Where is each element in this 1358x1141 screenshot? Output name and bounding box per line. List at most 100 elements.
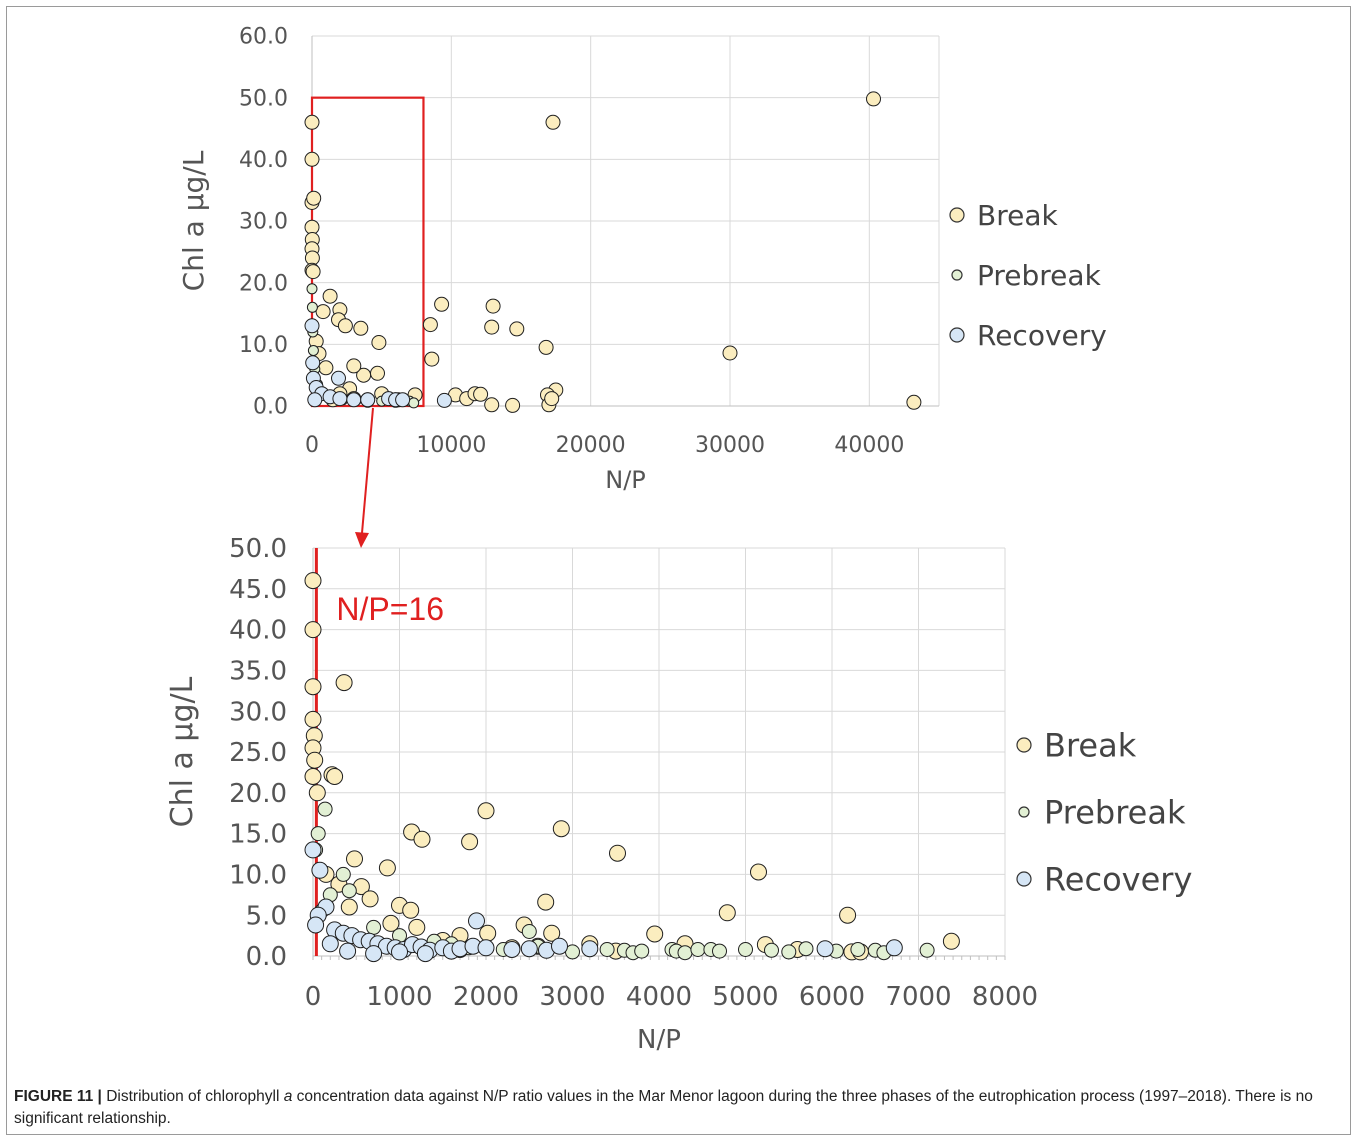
data-point-break [318, 360, 334, 376]
data-point-prebreak [307, 345, 319, 356]
x-axis-title: N/P [605, 466, 646, 494]
y-tick-label: 40.0 [239, 148, 288, 173]
data-point-break [402, 901, 420, 919]
data-point-break [484, 397, 500, 413]
data-point-recovery [885, 939, 903, 957]
data-point-recovery [436, 392, 452, 408]
data-point-prebreak [310, 826, 326, 842]
x-tick-label: 6000 [799, 982, 865, 1012]
data-point-break [304, 678, 322, 696]
chart-2: 0.0 5.0 10.0 15.0 20.0 25.0 30.0 35.0 40.0 45.0 50… [165, 534, 1192, 1055]
data-point-break [544, 391, 560, 407]
data-point-break [461, 833, 479, 851]
y-tick-label: 25.0 [229, 738, 287, 768]
data-point-break [434, 296, 450, 312]
zoom-arrow [355, 407, 374, 548]
data-point-recovery [307, 392, 323, 408]
legend-marker-recovery [1016, 871, 1032, 887]
legend-marker-prebreak [1018, 806, 1030, 818]
caption-text-1: Distribution of chlorophyll [106, 1088, 280, 1105]
data-point-break [382, 914, 400, 932]
data-point-break [473, 386, 489, 402]
data-point-prebreak [521, 924, 537, 939]
data-point-break [337, 318, 353, 334]
data-point-break [722, 345, 738, 361]
data-point-break [552, 820, 570, 838]
legend-label-recovery: Recovery [977, 319, 1107, 352]
data-point-recovery [551, 937, 568, 955]
legend-marker-break [949, 207, 965, 223]
data-point-break [408, 918, 426, 936]
data-point-break [340, 898, 358, 916]
legend-label-break: Break [977, 199, 1058, 232]
legend-marker-prebreak [951, 269, 963, 281]
data-point-prebreak [690, 942, 706, 957]
legend-label-recovery: Recovery [1044, 861, 1192, 899]
caption-italic: a [283, 1088, 293, 1105]
data-point-recovery [311, 861, 329, 879]
data-point-break [353, 320, 369, 336]
data-point-recovery [346, 392, 362, 408]
x-tick-label: 8000 [972, 982, 1038, 1012]
y-tick-label: 10.0 [239, 333, 288, 358]
caption-label: FIGURE 11 | [14, 1088, 102, 1105]
data-point-recovery [305, 355, 321, 371]
data-point-break [322, 288, 338, 304]
x-tick-label: 0 [305, 982, 322, 1012]
data-point-break [646, 925, 664, 943]
figure-frame [6, 6, 1351, 1135]
data-point-prebreak [306, 301, 318, 313]
x-axis-title: N/P [637, 1025, 681, 1055]
data-point-prebreak [306, 283, 318, 295]
y-tick-label: 20.0 [229, 779, 287, 809]
y-tick-label: 30.0 [239, 210, 288, 235]
data-point-recovery [332, 391, 348, 407]
data-point-prebreak [335, 866, 351, 882]
legend-marker-recovery [949, 327, 965, 343]
data-point-break [306, 190, 322, 206]
data-point-prebreak [677, 945, 693, 961]
data-point-recovery [816, 940, 834, 958]
data-point-recovery [365, 945, 383, 963]
data-point-break [346, 850, 363, 868]
data-point-prebreak [764, 942, 779, 958]
data-point-break [315, 304, 331, 320]
zoom-arrow-head [355, 532, 369, 548]
y-tick-label: 50.0 [239, 86, 288, 111]
data-point-break [335, 674, 353, 692]
data-point-prebreak [317, 801, 333, 817]
data-point-break [304, 621, 322, 639]
data-point-recovery [360, 392, 376, 408]
data-point-break [305, 264, 321, 280]
y-tick-label: 0.0 [253, 395, 288, 420]
data-point-recovery [520, 940, 538, 958]
data-point-prebreak [341, 883, 357, 899]
y-axis-title: Chl a µg/L [177, 150, 210, 291]
legend-label-break: Break [1044, 727, 1137, 765]
data-point-recovery [331, 370, 346, 386]
y-tick-label: 5.0 [246, 901, 287, 931]
data-point-recovery [477, 939, 495, 957]
data-point-break [304, 572, 322, 590]
data-point-break [718, 904, 736, 922]
data-point-prebreak [366, 919, 382, 935]
data-point-prebreak [798, 941, 814, 957]
x-tick-label: 40000 [834, 433, 904, 458]
data-point-recovery [468, 912, 485, 930]
legend-label-prebreak: Prebreak [1044, 794, 1186, 832]
data-point-break [485, 298, 501, 314]
x-tick-label: 2000 [453, 982, 519, 1012]
data-point-break [304, 114, 320, 130]
y-tick-label: 60.0 [239, 25, 288, 50]
data-point-prebreak [712, 943, 727, 959]
data-point-break [370, 365, 385, 381]
legend-marker-break [1016, 737, 1032, 753]
data-point-prebreak [408, 397, 420, 409]
caption-text-2: concentration data against N/P ratio val… [14, 1088, 1313, 1127]
figure-caption: FIGURE 11 | Distribution of chlorophyll … [14, 1086, 1344, 1130]
data-point-break [866, 91, 881, 107]
legend-label-prebreak: Prebreak [977, 259, 1102, 292]
data-point-break [509, 321, 525, 337]
data-point-break [505, 397, 521, 413]
series-recovery [304, 318, 452, 408]
